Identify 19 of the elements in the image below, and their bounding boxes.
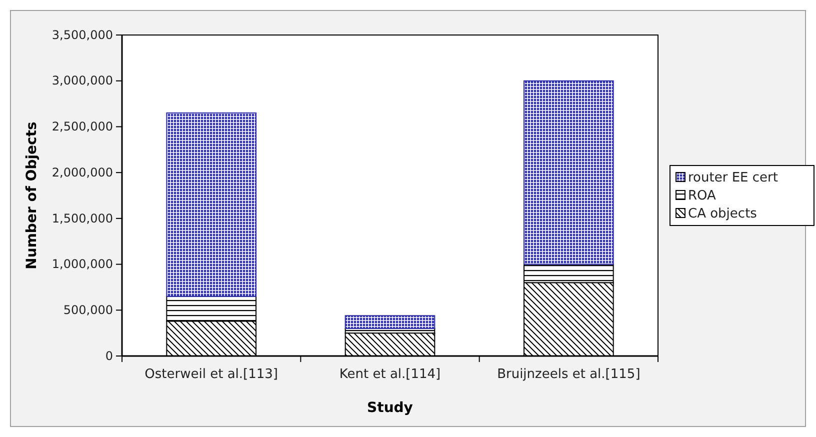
y-tick-label: 3,000,000 (52, 74, 113, 88)
y-tick-label: 0 (105, 348, 113, 363)
y-tick-label: 2,500,000 (52, 120, 113, 134)
y-tick-label: 3,500,000 (52, 28, 113, 42)
x-axis-title: Study (367, 400, 413, 416)
bar (344, 315, 436, 329)
legend-label: CA objects (688, 206, 758, 222)
x-tick-label: Kent et al.[114] (339, 367, 441, 382)
bar (166, 112, 256, 297)
y-axis-title: Number of Objects (24, 122, 40, 270)
x-tick-label: Bruijnzeels et al.[115] (497, 367, 640, 382)
y-tick-label: 500,000 (63, 302, 113, 317)
legend-label: ROA (688, 188, 716, 204)
bar (524, 80, 614, 265)
y-tick-label: 1,000,000 (52, 257, 113, 272)
legend-label: router EE cert (688, 170, 778, 186)
y-tick-label: 1,500,000 (52, 211, 113, 226)
x-tick-label: Osterweil et al.[113] (144, 367, 278, 382)
y-tick-label: 2,000,000 (52, 165, 113, 180)
